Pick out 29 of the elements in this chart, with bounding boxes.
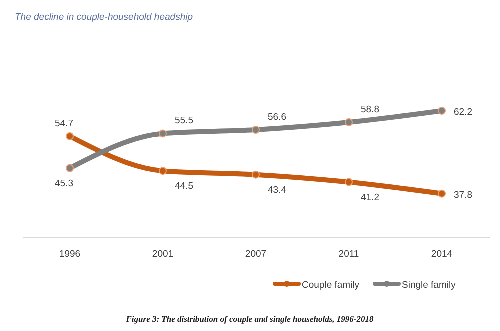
point <box>252 170 260 179</box>
data-label: 55.5 <box>175 116 194 127</box>
x-tick-label: 2001 <box>152 249 174 260</box>
point <box>66 132 74 140</box>
data-label: 56.6 <box>268 112 286 123</box>
point <box>252 126 260 134</box>
legend-label: Couple family <box>302 280 360 291</box>
data-label: 43.4 <box>268 184 286 196</box>
x-tick-label: 2011 <box>338 249 360 260</box>
point <box>159 130 167 138</box>
caption: Figure 3: The distribution of couple and single households, 1996-2018 <box>125 314 374 324</box>
data-label: 58.8 <box>361 104 380 116</box>
point <box>438 106 446 115</box>
point <box>438 190 446 198</box>
chart-title: The decline in couple-household headship <box>15 12 193 23</box>
data-label: 41.2 <box>361 192 380 204</box>
point <box>345 118 353 127</box>
x-tick-label: 2007 <box>245 249 267 260</box>
point <box>66 164 74 172</box>
data-label: 54.7 <box>55 118 74 130</box>
point <box>345 178 353 186</box>
x-tick-label: 1996 <box>59 249 81 260</box>
point <box>159 167 167 176</box>
data-label: 62.2 <box>454 106 472 118</box>
data-label: 37.8 <box>454 190 472 201</box>
data-label: 44.5 <box>175 181 194 192</box>
data-label: 45.3 <box>55 178 74 190</box>
legend-label: Single family <box>402 280 456 291</box>
x-tick-label: 2014 <box>431 249 453 260</box>
